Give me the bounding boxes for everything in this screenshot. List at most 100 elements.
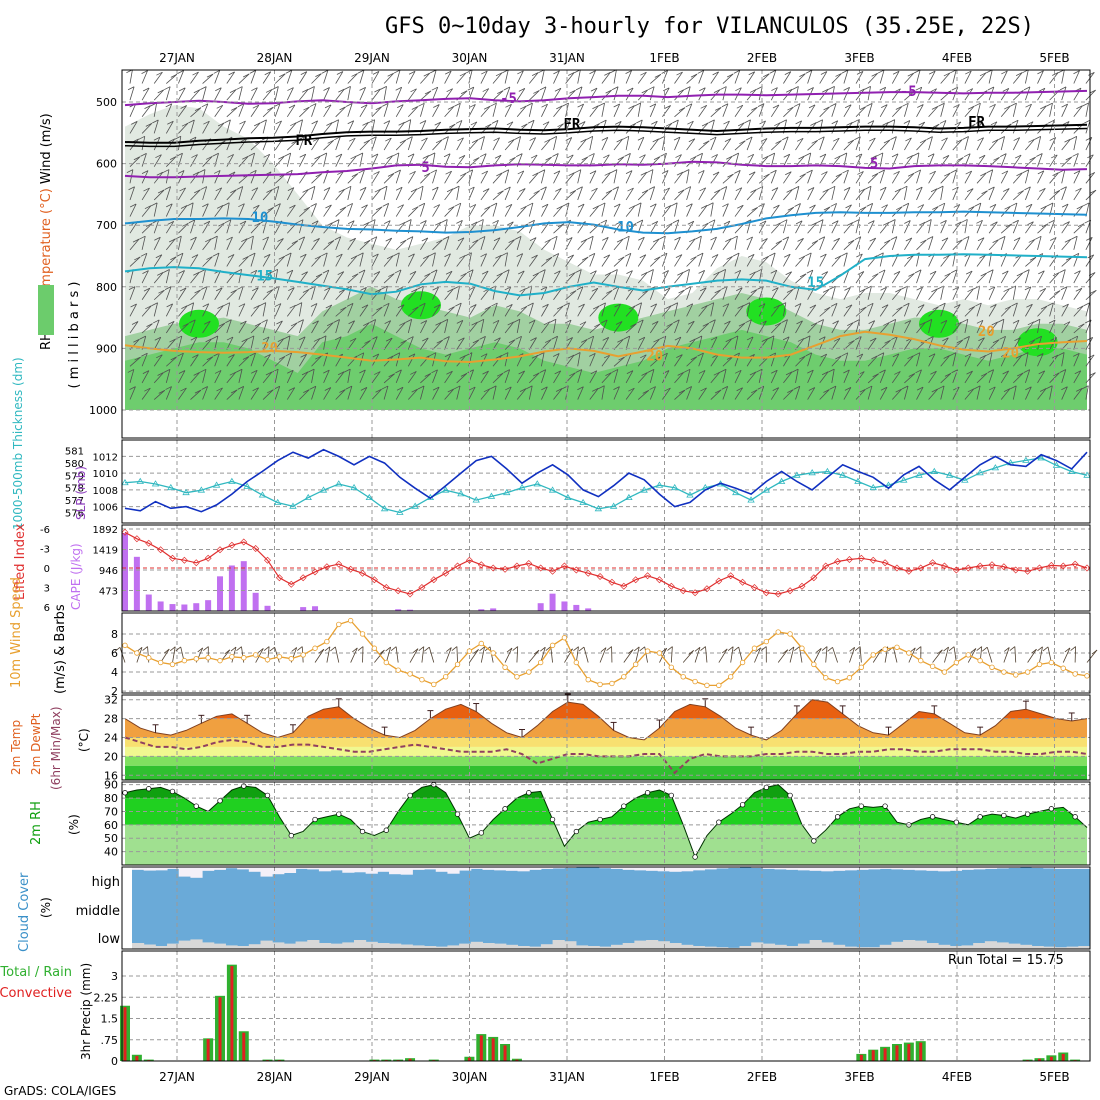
- wind-barb: [129, 303, 137, 317]
- wind-barb-flag: [445, 170, 452, 175]
- wind-barb: [504, 104, 512, 117]
- wind-barb: [770, 187, 779, 201]
- wind-barb-flag: [955, 221, 962, 226]
- wind-barb: [323, 70, 329, 84]
- wind-barb: [129, 338, 140, 350]
- wind-barb: [226, 189, 237, 201]
- wind-barb: [722, 186, 728, 201]
- lifted-index-marker: [513, 562, 521, 570]
- wind-barb-flag: [249, 352, 256, 357]
- wind-barb: [843, 70, 849, 84]
- wind-barb: [710, 302, 715, 317]
- wind-barb-flag: [941, 237, 949, 242]
- wind-barb-flag: [300, 353, 307, 358]
- cloud-high-gap: [657, 867, 670, 872]
- wind-barb-flag: [991, 321, 998, 326]
- wind-barb: [722, 203, 729, 217]
- wind-barb: [577, 256, 589, 267]
- wind-barb: [153, 102, 158, 117]
- cloud-high-gap: [248, 867, 262, 872]
- wind-barb: [686, 269, 690, 284]
- wind-barb-flag: [349, 137, 356, 142]
- wind-barb: [395, 369, 402, 384]
- thickness-marker: [1022, 456, 1030, 463]
- wind-barb: [613, 169, 618, 184]
- wind-barb: [165, 203, 173, 217]
- wind-barb: [165, 386, 172, 400]
- rh-marker: [573, 828, 579, 835]
- cloud-low-bar: [564, 941, 577, 949]
- wind-barb-flag: [213, 170, 221, 174]
- wind-barb: [722, 356, 734, 367]
- wind-barb-flag: [315, 173, 322, 178]
- wind-barb: [1012, 172, 1023, 184]
- wind-speed-marker: [537, 659, 544, 666]
- wind-barb-flag: [673, 319, 680, 324]
- wind-barb-flag: [189, 319, 196, 324]
- cloud-low-bar: [167, 943, 180, 949]
- wind-barb-flag: [1085, 137, 1092, 141]
- wind-barb: [625, 370, 634, 384]
- wind-barb: [480, 270, 489, 284]
- wind-barb: [420, 186, 424, 201]
- surface-wind-barb-flag: [473, 649, 479, 654]
- wind-barb-flag: [844, 387, 852, 391]
- wind-barb-flag: [968, 205, 975, 210]
- wind-barb-flag: [278, 255, 285, 260]
- wind-barb: [480, 253, 487, 267]
- wind-barb-flag: [721, 103, 729, 108]
- wind-barb-flag: [153, 136, 161, 141]
- wind-barb-flag: [569, 190, 577, 194]
- wind-barb-flag: [411, 388, 418, 393]
- wind-barb: [165, 138, 176, 151]
- wind-barb-flag: [974, 202, 982, 207]
- cloud-high-gap: [330, 867, 343, 871]
- wind-barb: [613, 256, 625, 267]
- cloud-high-gap: [622, 867, 635, 870]
- wind-barb-flag: [344, 185, 352, 190]
- wind-barb-flag: [625, 70, 632, 74]
- wind-barb: [940, 220, 947, 234]
- wind-barb-flag: [129, 386, 136, 390]
- lifted-index-marker: [632, 576, 640, 584]
- wind-barb: [710, 254, 719, 267]
- wind-barb-flag: [192, 171, 200, 176]
- slp-tick-label: 1010: [93, 469, 118, 480]
- lifted-index-marker: [252, 545, 260, 552]
- cloud-low-bar: [377, 943, 390, 949]
- wind-speed-marker: [252, 652, 259, 658]
- wind-barb-flag: [1002, 370, 1009, 375]
- wind-barb: [407, 171, 416, 184]
- wind-barb: [129, 138, 139, 151]
- wind-barb-flag: [252, 287, 259, 292]
- wind-barb: [650, 256, 661, 267]
- wind-barb-flag: [978, 337, 985, 342]
- wind-barb: [286, 304, 297, 317]
- wind-barb-flag: [138, 135, 145, 140]
- wind-barb: [698, 322, 710, 334]
- wind-barb: [383, 237, 393, 251]
- surface-wind-barb-flag: [816, 648, 822, 653]
- wind-barb-flag: [554, 370, 561, 375]
- temp-band: [125, 699, 1087, 719]
- wind-barb: [916, 169, 921, 184]
- wind-speed-marker: [834, 678, 841, 685]
- wind-barb: [1049, 372, 1060, 384]
- wind-barb-flag: [932, 123, 940, 128]
- wind-barb-flag: [485, 123, 492, 128]
- wind-barb: [335, 253, 343, 267]
- cloud-high-gap: [599, 867, 612, 869]
- lifted-index-marker: [905, 567, 913, 575]
- thickness-marker: [640, 486, 648, 493]
- wind-barb: [178, 335, 183, 350]
- wind-barb: [819, 389, 830, 400]
- wind-barb-flag: [505, 103, 512, 108]
- surface-wind-barb: [255, 648, 264, 663]
- wind-barb: [940, 103, 945, 117]
- wind-barb-flag: [1024, 286, 1032, 291]
- wind-barb-flag: [937, 385, 945, 390]
- wind-barb-flag: [528, 219, 535, 224]
- wind-barb-flag: [871, 173, 879, 177]
- wind-barb: [541, 239, 552, 251]
- wind-barb-flag: [338, 88, 345, 93]
